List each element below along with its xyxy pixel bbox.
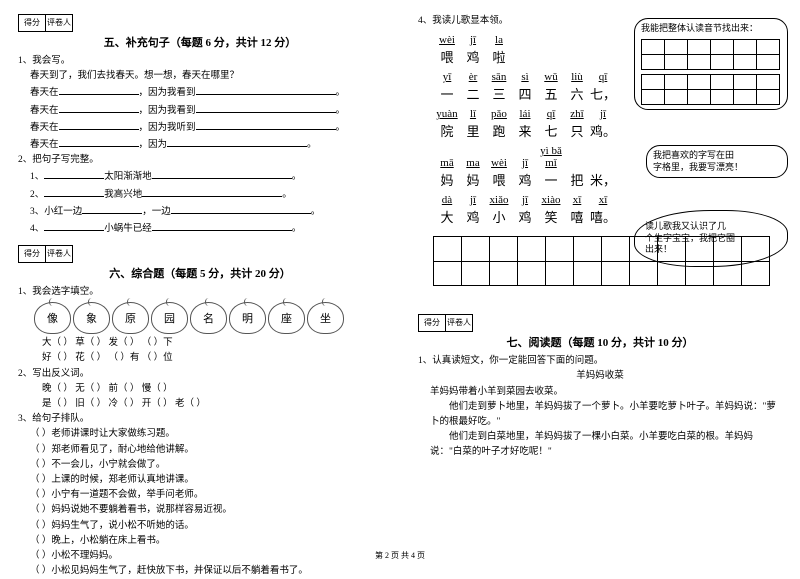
sort-line: （ ）妈妈生气了，说小松不听她的话。 — [18, 519, 382, 534]
score-box-5: 得分 评卷人 — [18, 14, 382, 32]
pinyin-row: dàjīxiǎojīxiàoxīxī — [434, 194, 629, 206]
bubble-detect: 我能把整体认读音节找出来： — [634, 18, 788, 110]
section-5-title: 五、补充句子（每题 6 分，共计 12 分） — [18, 34, 382, 50]
apple-char: 园 — [151, 302, 188, 334]
q5-1-head: 1、我会写。 — [18, 54, 382, 69]
grid-cell — [461, 236, 490, 286]
detect-grid — [641, 39, 781, 105]
grid-cell — [741, 236, 770, 286]
grid-cell — [685, 236, 714, 286]
apple-char: 像 — [34, 302, 71, 334]
score-box-6: 得分 评卷人 — [18, 245, 382, 263]
apple-char: 座 — [268, 302, 305, 334]
story-p2: 他们走到萝卜地里，羊妈妈拔了一个萝卜。小羊要吃萝卜叶子。羊妈妈说："萝卜的根最好… — [418, 400, 782, 430]
grader-label: 评卷人 — [46, 14, 73, 32]
fill-line: 2、我高兴地。 — [18, 186, 382, 203]
grid-cell — [573, 236, 602, 286]
section-6-title: 六、综合题（每题 5 分，共计 20 分） — [18, 265, 382, 281]
q5-1-intro: 春天到了，我们去找春天。想一想，春天在哪里？ — [18, 69, 382, 84]
q6-2-head: 2、写出反义词。 — [18, 367, 382, 382]
fill-line: 春天在，因为我看到。 — [18, 102, 382, 119]
sort-line: （ ）小松见妈妈生气了，赶快放下书，并保证以后不躺着看书了。 — [18, 564, 382, 579]
apple-char: 象 — [73, 302, 110, 334]
grid-cell — [545, 236, 574, 286]
score-label: 得分 — [18, 14, 46, 32]
char-row: 喂鸡啦 — [434, 47, 629, 66]
pinyin-row: yuànlǐpǎoláiqīzhījī — [434, 108, 629, 120]
bubble-write: 我把喜欢的字写在田 字格里，我要写漂亮！ — [646, 145, 788, 178]
q6-2-row1: 晚（ ） 无（ ） 前（ ） 慢（ ） — [18, 382, 382, 397]
grid-cell — [489, 236, 518, 286]
pinyin-row: yīèrsānsìwǔliùqī — [434, 71, 629, 83]
char-row: 大鸡小鸡笑嘻嘻。 — [434, 207, 629, 226]
pinyin-row: wèijīla — [434, 34, 629, 46]
sort-line: （ ）不一会儿，小宁就会做了。 — [18, 458, 382, 473]
sort-line: （ ）妈妈说她不要躺着看书，说那样容易近视。 — [18, 503, 382, 518]
apple-char: 名 — [190, 302, 227, 334]
char-row: 院里跑来七只鸡。 — [434, 121, 629, 140]
grid-cell — [601, 236, 630, 286]
score-box-7: 得分 评卷人 — [418, 314, 782, 332]
fill-line: 春天在，因为我听到。 — [18, 119, 382, 136]
sort-line: （ ）晚上，小松躺在床上看书。 — [18, 534, 382, 549]
sort-line: （ ）上课的时候，郑老师认真地讲课。 — [18, 473, 382, 488]
section-7-title: 七、阅读题（每题 10 分，共计 10 分） — [418, 334, 782, 350]
pinyin-row: māmawèijīyì bǎ mǐ — [434, 145, 629, 169]
q5-1-lines: 春天在，因为我看到。春天在，因为我看到。春天在，因为我听到。春天在，因为。 — [18, 84, 382, 153]
q6-1-row2: 好（ ） 花（ ） （ ）有 （ ）位 — [18, 351, 382, 366]
story-p1: 羊妈妈带着小羊到菜园去收菜。 — [418, 385, 782, 400]
grid-cell — [657, 236, 686, 286]
apple-char: 明 — [229, 302, 266, 334]
char-row: 妈妈喂鸡一把米， — [434, 170, 629, 189]
char-row: 一二三四五六七， — [434, 84, 629, 103]
q5-2-lines: 1、太阳渐渐地。2、我高兴地。3、小红一边，一边。4、小蜗牛已经。 — [18, 168, 382, 237]
fill-line: 春天在，因为我看到。 — [18, 84, 382, 101]
apple-row: 像象原园名明座坐 — [34, 302, 382, 334]
tianzi-grid — [434, 236, 782, 286]
grid-cell — [433, 236, 462, 286]
q5-2-head: 2、把句子写完整。 — [18, 153, 382, 168]
page-footer: 第 2 页 共 4 页 — [0, 550, 800, 561]
q6-1-row1: 大（ ） 草（ ） 发（ ） （ ）下 — [18, 336, 382, 351]
sort-line: （ ）老师讲课时让大家做练习题。 — [18, 427, 382, 442]
story-title: 羊妈妈收菜 — [418, 369, 782, 384]
grid-cell — [713, 236, 742, 286]
q7-1-head: 1、认真读短文，你一定能回答下面的问题。 — [418, 354, 782, 369]
fill-line: 4、小蜗牛已经。 — [18, 220, 382, 237]
fill-line: 3、小红一边，一边。 — [18, 203, 382, 220]
q6-2-row2: 是（ ） 旧（ ） 冷（ ） 开（ ） 老（ ） — [18, 397, 382, 412]
apple-char: 原 — [112, 302, 149, 334]
grid-cell — [629, 236, 658, 286]
apple-char: 坐 — [307, 302, 344, 334]
sort-line: （ ）郑老师看见了，耐心地给他讲解。 — [18, 443, 382, 458]
q6-3-head: 3、给句子排队。 — [18, 412, 382, 427]
grid-cell — [517, 236, 546, 286]
fill-line: 春天在，因为。 — [18, 136, 382, 153]
sort-line: （ ）小宁有一道题不会做，举手问老师。 — [18, 488, 382, 503]
fill-line: 1、太阳渐渐地。 — [18, 168, 382, 185]
story-p3: 他们走到白菜地里，羊妈妈拔了一棵小白菜。小羊要吃白菜的根。羊妈妈说："白菜的叶子… — [418, 430, 782, 460]
poem-area: wèijīla喂鸡啦 yīèrsānsìwǔliùqī一二三四五六七， yuànlǐ… — [418, 34, 629, 226]
